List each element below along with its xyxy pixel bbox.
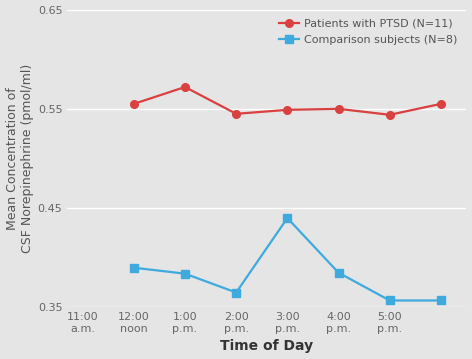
Line: Comparison subjects (N=8): Comparison subjects (N=8)	[130, 214, 445, 304]
Legend: Patients with PTSD (N=11), Comparison subjects (N=8): Patients with PTSD (N=11), Comparison su…	[275, 15, 461, 48]
X-axis label: Time of Day: Time of Day	[220, 340, 313, 354]
Comparison subjects (N=8)	[438, 298, 444, 303]
Comparison subjects (N=8)	[182, 271, 188, 276]
Patients with PTSD (N=11)	[233, 112, 239, 116]
Patients with PTSD (N=11)	[131, 102, 137, 106]
Comparison subjects (N=8)	[285, 216, 290, 220]
Patients with PTSD (N=11)	[438, 102, 444, 106]
Patients with PTSD (N=11)	[336, 107, 341, 111]
Comparison subjects (N=8)	[387, 298, 393, 303]
Patients with PTSD (N=11)	[387, 113, 393, 117]
Comparison subjects (N=8)	[131, 266, 137, 270]
Line: Patients with PTSD (N=11): Patients with PTSD (N=11)	[130, 83, 445, 118]
Comparison subjects (N=8)	[233, 290, 239, 295]
Patients with PTSD (N=11)	[182, 85, 188, 89]
Comparison subjects (N=8)	[336, 271, 341, 275]
Y-axis label: Mean Concentration of
CSF Norepinephrine (pmol/ml): Mean Concentration of CSF Norepinephrine…	[6, 64, 34, 253]
Patients with PTSD (N=11)	[285, 108, 290, 112]
